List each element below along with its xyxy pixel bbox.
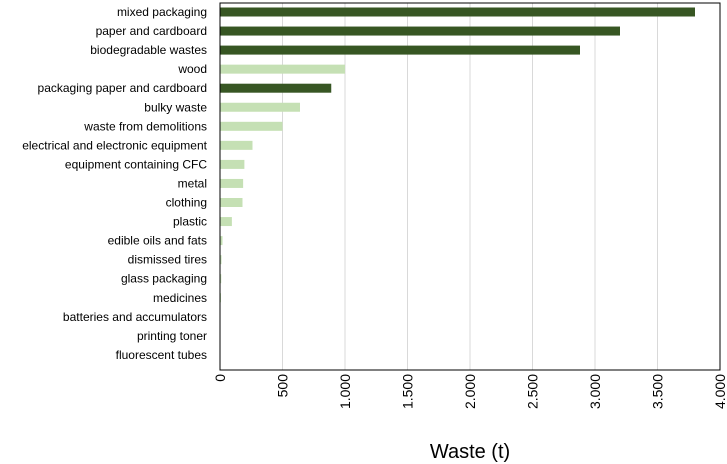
plot-frame (219, 2, 721, 371)
x-tick-label: 1.000 (337, 374, 353, 409)
bar (220, 274, 222, 284)
bar (220, 178, 244, 188)
bars (220, 7, 695, 360)
bar (220, 236, 223, 246)
category-label: dismissed tires (128, 253, 207, 267)
bar (220, 7, 695, 17)
x-tick-labels: 0 500 1.000 1.500 2.000 2.500 3.000 3.500 4.000 (212, 374, 727, 409)
category-label: batteries and accumulators (63, 310, 207, 324)
category-label: electrical and electronic equipment (22, 138, 207, 152)
bar (220, 83, 332, 93)
category-label: paper and cardboard (96, 24, 207, 38)
bar (220, 64, 345, 74)
x-axis-title: Waste (t) (430, 441, 510, 463)
x-tick-label: 3.500 (650, 374, 666, 409)
category-label: wood (177, 62, 207, 76)
category-label: printing toner (137, 329, 207, 343)
category-labels: mixed packaging paper and cardboard biodeg… (22, 5, 207, 362)
bar (220, 198, 243, 207)
category-label: medicines (153, 291, 207, 305)
bar (220, 140, 253, 150)
x-tick-label: 4.000 (712, 374, 727, 409)
category-label: bulky waste (144, 100, 207, 114)
gridlines (282, 3, 658, 370)
category-label: edible oils and fats (108, 234, 207, 248)
x-tick-label: 1.500 (400, 374, 416, 409)
bar (220, 121, 283, 131)
category-label: biodegradable wastes (90, 43, 207, 57)
bar (220, 45, 580, 55)
category-label: fluorescent tubes (116, 348, 207, 362)
category-label: packaging paper and cardboard (38, 81, 207, 95)
x-tick-label: 2.000 (462, 374, 478, 409)
x-tick-label: 500 (275, 374, 291, 398)
category-label: mixed packaging (117, 5, 207, 19)
bar (220, 217, 232, 227)
category-label: equipment containing CFC (65, 157, 207, 171)
category-label: glass packaging (121, 272, 207, 286)
x-tick-label: 3.000 (587, 374, 603, 409)
category-label: metal (178, 176, 207, 190)
bar (220, 255, 222, 265)
category-label: waste from demolitions (83, 119, 207, 133)
x-tick-label: 0 (212, 374, 228, 382)
bar (220, 102, 300, 112)
bar (220, 159, 245, 169)
category-label: plastic (173, 215, 207, 229)
bar (220, 26, 620, 36)
category-label: clothing (166, 196, 207, 210)
x-tick-label: 2.500 (525, 374, 541, 409)
